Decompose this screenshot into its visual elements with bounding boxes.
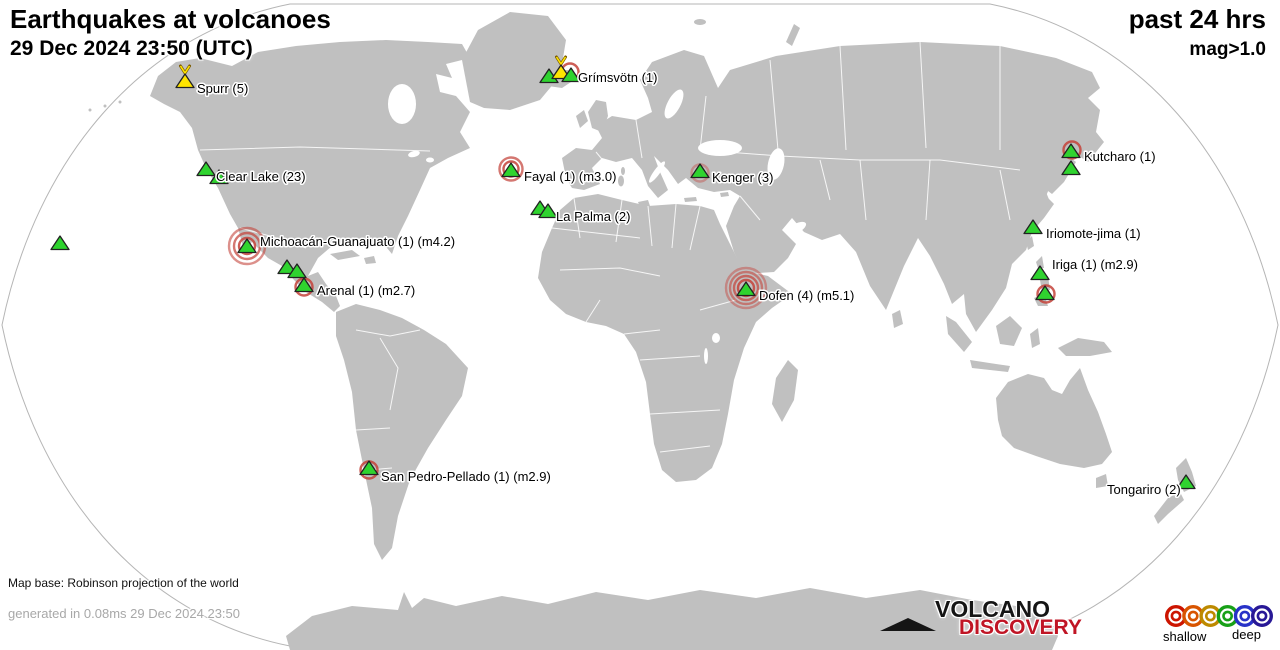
volcano-label-dofen: Dofen (4) (m5.1)	[759, 288, 854, 303]
eruption-plume-icon	[179, 65, 191, 75]
earthquake-ring	[1062, 140, 1082, 160]
volcano-triangle-icon	[501, 162, 521, 178]
earthquake-ring	[227, 226, 267, 266]
volcano-label-kenger: Kenger (3)	[712, 170, 773, 185]
logo-text-volcano: VOLCANO	[935, 596, 1050, 622]
volcano-markers-layer	[50, 55, 1196, 490]
volcano-label-tongariro: Tongariro (2)	[1107, 482, 1181, 497]
depth-ring-inner	[1239, 610, 1251, 622]
earthquake-ring	[237, 236, 257, 256]
volcano-triangle-icon	[196, 161, 216, 177]
volcano-triangle-icon	[538, 203, 558, 219]
earthquake-ring	[728, 270, 764, 306]
country-borders	[199, 41, 1021, 471]
volcano-label-iriga: Iriga (1) (m2.9)	[1052, 257, 1138, 272]
volcano-marker-kutcharo[interactable]	[1061, 140, 1082, 176]
depth-color-legend	[1164, 604, 1273, 628]
volcano-marker-michoacan-guanajuato[interactable]	[227, 226, 267, 266]
continents	[88, 12, 1196, 650]
volcano-marker-dofen[interactable]	[724, 266, 768, 310]
depth-ring-inner	[1222, 610, 1233, 622]
volcano-triangle-icon	[277, 259, 297, 275]
volcano-triangle-icon	[294, 277, 314, 293]
volcano-triangle-icon	[561, 67, 581, 83]
volcano-label-arenal: Arenal (1) (m2.7)	[317, 283, 415, 298]
earthquake-ring	[1036, 284, 1056, 304]
legend-deep-label: deep	[1232, 627, 1261, 642]
volcano-marker-la-palma[interactable]	[530, 200, 558, 219]
volcano-triangle-icon	[1030, 265, 1050, 281]
volcano-label-iriomote-jima: Iriomote-jima (1)	[1046, 226, 1141, 241]
erupting-volcano-triangle-icon	[175, 73, 195, 89]
volcano-triangle-icon	[690, 163, 710, 179]
volcano-label-la-palma: La Palma (2)	[556, 209, 630, 224]
volcano-marker-iriga[interactable]	[1030, 265, 1056, 304]
volcano-triangle-icon	[50, 235, 70, 251]
legend-shallow-label: shallow	[1163, 629, 1207, 644]
volcano-label-clear-lake: Clear Lake (23)	[216, 169, 306, 184]
map-datetime: 29 Dec 2024 23:50 (UTC)	[10, 37, 253, 60]
depth-ring-inner	[1170, 610, 1182, 622]
volcano-marker-clear-lake[interactable]	[196, 161, 229, 185]
earthquake-ring	[232, 231, 262, 261]
volcano-triangle-icon	[1061, 160, 1081, 176]
volcano-marker-san-pedro-pellado[interactable]	[359, 460, 379, 480]
volcano-triangle-icon	[209, 169, 229, 185]
page-title: Earthquakes at volcanoes	[10, 4, 331, 34]
volcano-marker-spurr[interactable]	[175, 64, 195, 89]
volcano-triangle-icon	[1023, 219, 1043, 235]
generated-note: generated in 0.08ms 29 Dec 2024 23:50	[8, 606, 241, 621]
volcano-labels-layer: Spurr (5) Grímsvötn (1) Clear Lake (23) Mic…	[196, 69, 1183, 499]
volcano-triangle-icon	[1035, 285, 1055, 301]
volcano-label-fayal: Fayal (1) (m3.0)	[524, 169, 616, 184]
magnitude-filter-label: mag>1.0	[1189, 39, 1266, 60]
volcano-marker-iriomote-jima[interactable]	[1023, 219, 1043, 235]
volcano-label-michoacan-guanajuato: Michoacán-Guanajuato (1) (m4.2)	[260, 234, 455, 249]
depth-ring-inner	[1256, 610, 1268, 622]
volcano-triangle-icon	[1176, 474, 1196, 490]
volcano-label-spurr: Spurr (5)	[197, 81, 248, 96]
volcano-label-kutcharo: Kutcharo (1)	[1084, 149, 1156, 164]
volcano-triangle-icon	[359, 460, 379, 476]
map-base-note: Map base: Robinson projection of the wor…	[8, 576, 239, 590]
volcano-marker-grimsvotn[interactable]	[539, 55, 581, 84]
volcano-label-grimsvotn: Grímsvötn (1)	[578, 70, 657, 85]
volcano-label-san-pedro-pellado: San Pedro-Pellado (1) (m2.9)	[381, 469, 551, 484]
volcano-marker-fayal[interactable]	[498, 156, 524, 182]
earthquake-ring	[498, 156, 524, 182]
depth-ring-inner	[1205, 610, 1216, 622]
volcano-triangle-icon	[287, 263, 307, 279]
volcano-discovery-logo[interactable]: VOLCANO DISCOVERY	[880, 596, 1115, 644]
volcano-marker-kenger[interactable]	[690, 163, 710, 183]
logo-text-discovery: DISCOVERY	[959, 616, 1082, 639]
earthquake-ring	[732, 274, 760, 302]
depth-ring-inner	[1187, 610, 1199, 622]
time-period-label: past 24 hrs	[1128, 4, 1266, 34]
volcano-triangle-icon	[736, 281, 756, 297]
volcano-marker-unnamed-pacific[interactable]	[50, 235, 70, 251]
volcano-triangle-icon	[237, 238, 257, 254]
volcano-marker-arenal[interactable]	[277, 259, 314, 297]
earthquake-ring	[724, 266, 768, 310]
eruption-plume-icon	[555, 56, 567, 66]
volcano-triangle-icon	[1061, 143, 1081, 159]
volcano-marker-tongariro[interactable]	[1176, 474, 1196, 490]
volcano-silhouette-icon	[880, 618, 936, 631]
